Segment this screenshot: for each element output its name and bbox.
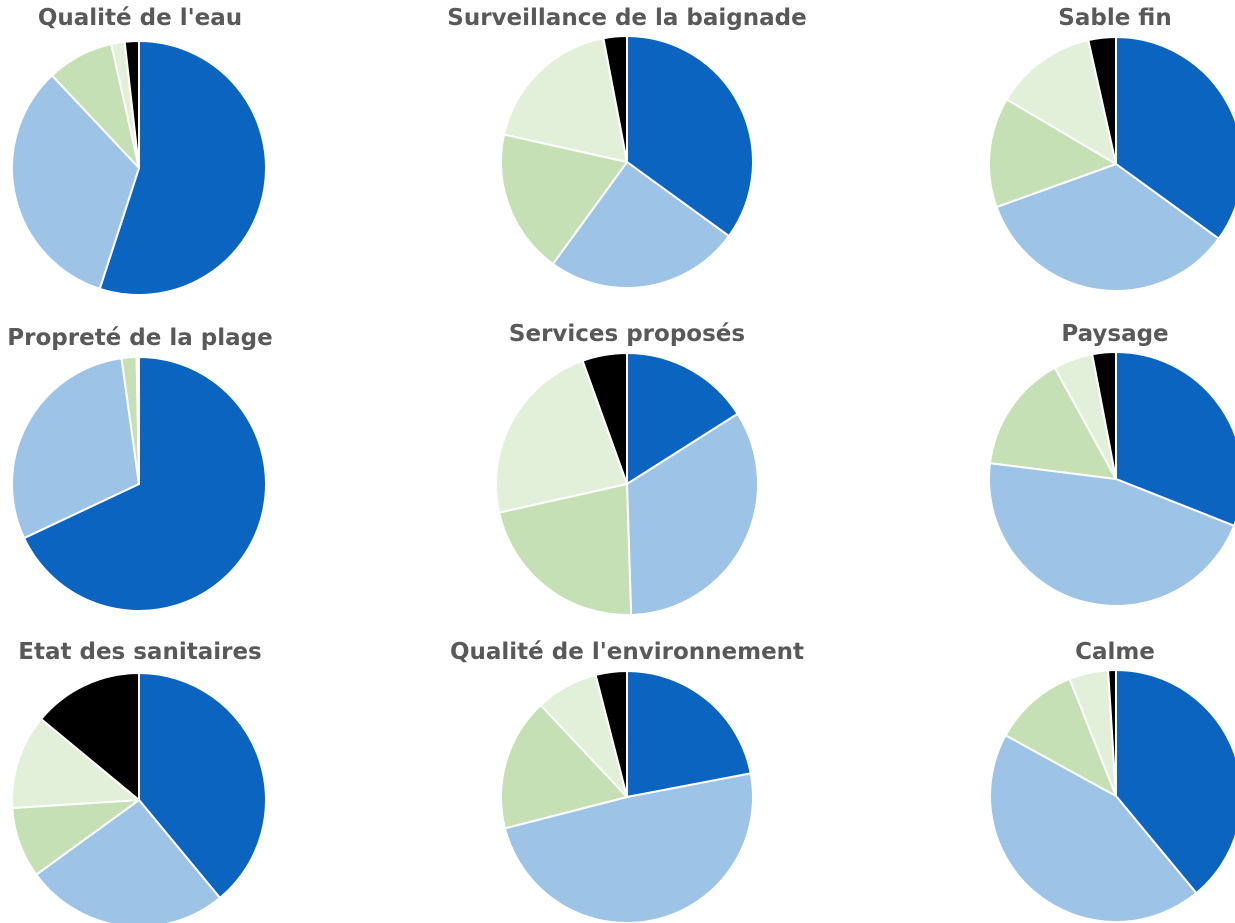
slice-pale-green <box>494 359 628 514</box>
slice-light-blue <box>989 734 1198 923</box>
slice-light-green <box>988 98 1117 209</box>
slice-light-blue <box>988 462 1235 607</box>
pie-chart <box>11 355 267 612</box>
chart-paysage: Paysage <box>975 318 1235 618</box>
slice-light-blue <box>995 163 1220 293</box>
slice-dark-blue <box>138 672 267 899</box>
chart-title: Paysage <box>1061 321 1169 347</box>
pie-chart <box>11 672 267 923</box>
slice-light-blue <box>503 772 754 923</box>
pie-chart <box>500 670 754 923</box>
slice-black <box>1091 351 1117 480</box>
pie-chart <box>988 351 1235 607</box>
slice-light-green <box>498 483 633 616</box>
chart-title: Qualité de l'environnement <box>449 639 805 665</box>
chart-title: Qualité de l'eau <box>37 5 243 31</box>
slice-dark-blue <box>626 35 754 238</box>
slice-light-green <box>1004 677 1117 797</box>
chart-surveillance-baignade: Surveillance de la baignade <box>447 0 807 300</box>
slice-black <box>581 352 628 485</box>
slice-light-green <box>500 704 628 830</box>
slice-light-green <box>499 133 628 265</box>
slice-light-green <box>989 366 1117 480</box>
chart-etat-sanitaires: Etat des sanitaires <box>0 634 280 923</box>
chart-sable-fin: Sable fin <box>975 0 1235 300</box>
slice-pale-green <box>11 718 140 809</box>
chart-qualite-eau: Qualité de l'eau <box>0 0 280 300</box>
pie-chart <box>499 35 754 289</box>
chart-title: Calme <box>1075 639 1155 665</box>
chart-title: Sable fin <box>1058 5 1172 31</box>
pie-chart <box>988 36 1235 293</box>
slice-black <box>40 672 140 801</box>
slice-light-blue <box>626 412 759 616</box>
slice-light-blue <box>11 74 140 290</box>
slice-light-blue <box>551 161 730 289</box>
slice-black <box>137 355 140 485</box>
chart-services-proposes: Services proposés <box>447 318 807 618</box>
slice-light-blue <box>11 357 140 540</box>
slice-black <box>594 670 628 798</box>
slice-light-blue <box>35 799 221 923</box>
slice-dark-blue <box>626 670 752 798</box>
chart-title: Services proposés <box>508 321 746 347</box>
slice-dark-blue <box>98 40 267 296</box>
chart-proprete-plage: Propreté de la plage <box>0 318 280 618</box>
slice-black <box>123 39 140 169</box>
pie-chart <box>989 669 1235 923</box>
slice-pale-green <box>1005 39 1117 165</box>
chart-title: Propreté de la plage <box>7 325 273 351</box>
slice-pale-green <box>503 37 628 163</box>
chart-qualite-environnement: Qualité de l'environnement <box>447 634 807 923</box>
chart-calme: Calme <box>975 634 1235 923</box>
slice-black <box>1107 669 1117 797</box>
slice-black <box>602 35 628 163</box>
slice-black <box>1087 36 1117 165</box>
chart-title: Etat des sanitaires <box>18 639 262 665</box>
pie-chart <box>494 352 759 616</box>
slice-dark-blue <box>1115 351 1235 527</box>
slice-dark-blue <box>626 352 739 485</box>
chart-title: Surveillance de la baignade <box>447 5 807 31</box>
pie-chart <box>11 39 267 296</box>
slice-dark-blue <box>23 356 267 612</box>
